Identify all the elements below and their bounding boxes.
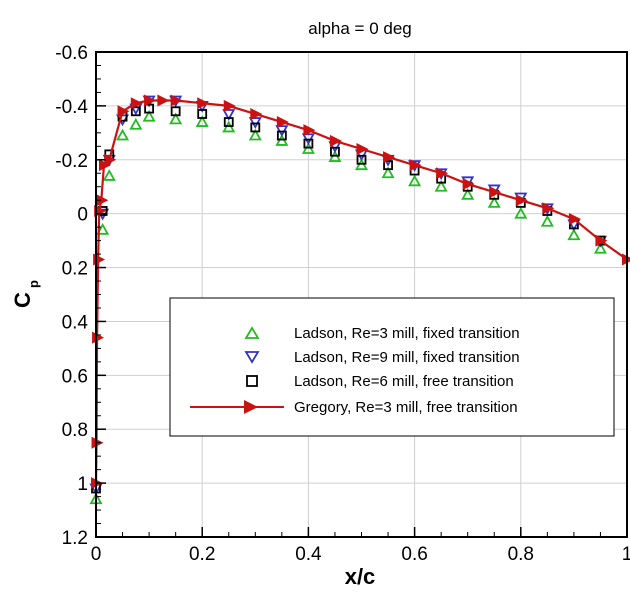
data-point: [356, 143, 369, 155]
legend: Ladson, Re=3 mill, fixed transition Lads…: [169, 297, 615, 437]
legend-entry-4: Gregory, Re=3 mill, free transition: [190, 399, 518, 416]
data-point: [117, 105, 130, 118]
data-point: [250, 122, 261, 133]
y-axis-title-subscript: p: [26, 280, 41, 288]
x-tick-label: 1: [622, 544, 630, 565]
legend-label: Ladson, Re=6 mill, free transition: [294, 373, 514, 390]
data-point: [169, 112, 183, 125]
plot-frame: [95, 51, 628, 538]
data-point: [383, 151, 396, 164]
data-point: [568, 213, 581, 226]
data-point: [96, 194, 109, 207]
y-tick-label: 1.2: [62, 528, 88, 549]
data-point: [197, 97, 210, 110]
y-tick-label: 0.4: [62, 312, 89, 333]
data-point: [197, 109, 208, 119]
y-tick-label: -0.6: [55, 43, 88, 64]
legend-marker-triangle-up: [244, 326, 260, 339]
data-point: [489, 186, 502, 199]
y-tick-label: 1: [77, 474, 88, 495]
data-point: [515, 194, 528, 207]
y-axis-title: C: [10, 292, 35, 308]
data-point: [142, 109, 156, 122]
legend-marker-square: [246, 375, 258, 387]
data-point: [144, 103, 155, 114]
data-point: [487, 196, 501, 208]
x-tick-label: 0.4: [295, 544, 322, 565]
data-point: [276, 130, 287, 141]
data-point: [595, 234, 608, 247]
data-point: [104, 153, 117, 166]
data-point: [223, 99, 236, 112]
data-point: [130, 97, 143, 110]
legend-marker-triangle-down: [244, 351, 260, 364]
x-tick-label: 0.2: [189, 544, 215, 565]
axis-ticks: 0 0.2 0.4 0.6 0.8 1 -0.6 -0.4 -0.2 0 0.2 0.4 0.6 0.8 1…: [55, 43, 630, 565]
data-point: [381, 166, 395, 179]
data-point: [436, 167, 449, 180]
data-point: [356, 154, 367, 165]
data-point: [170, 94, 183, 107]
y-tick-label: 0.8: [62, 420, 88, 441]
data-point: [303, 138, 314, 149]
data-point: [540, 214, 554, 227]
y-tick-label: 0.2: [62, 259, 88, 280]
y-tick-label: 0.6: [62, 366, 88, 387]
data-point: [408, 174, 422, 187]
data-point: [222, 109, 236, 121]
data-point: [461, 187, 475, 200]
data-point: [330, 146, 340, 157]
legend-label: Ladson, Re=9 mill, fixed transition: [294, 349, 520, 366]
chart-title: alpha = 0 deg: [308, 19, 412, 38]
legend-label: Gregory, Re=3 mill, free transition: [294, 399, 518, 416]
legend-label: Ladson, Re=3 mill, fixed transition: [294, 325, 520, 342]
x-axis-title: x/c: [345, 564, 376, 589]
data-point: [567, 228, 581, 241]
data-point: [276, 116, 289, 129]
data-point: [250, 107, 263, 120]
data-point: [248, 128, 262, 141]
y-tick-label: -0.2: [55, 151, 88, 172]
data-point: [195, 115, 209, 127]
data-point: [514, 206, 528, 219]
legend-entry-1: Ladson, Re=3 mill, fixed transition: [244, 325, 520, 342]
x-tick-label: 0: [91, 544, 102, 565]
legend-marker-triangle-right: [244, 400, 258, 414]
data-point: [593, 241, 607, 254]
y-tick-label: 0: [77, 205, 88, 226]
legend-entry-2: Ladson, Re=9 mill, fixed transition: [244, 349, 520, 366]
data-point: [223, 117, 234, 127]
data-point: [102, 169, 116, 181]
data-point: [409, 159, 422, 172]
data-point: [383, 160, 393, 171]
data-point: [144, 94, 157, 107]
data-point: [130, 106, 141, 117]
data-point: [462, 178, 475, 191]
data-point: [542, 202, 555, 215]
x-tick-label: 0.6: [401, 544, 427, 565]
data-point: [303, 124, 316, 137]
data-point: [96, 222, 110, 235]
x-tick-label: 0.8: [508, 544, 534, 565]
y-tick-label: -0.4: [55, 97, 88, 118]
data-point: [157, 94, 170, 107]
data-point: [170, 106, 181, 117]
legend-entry-3: Ladson, Re=6 mill, free transition: [246, 373, 514, 390]
data-point: [129, 117, 143, 130]
data-point: [116, 128, 130, 141]
data-point: [434, 179, 448, 192]
data-point: [329, 134, 342, 147]
grid: [95, 51, 628, 538]
